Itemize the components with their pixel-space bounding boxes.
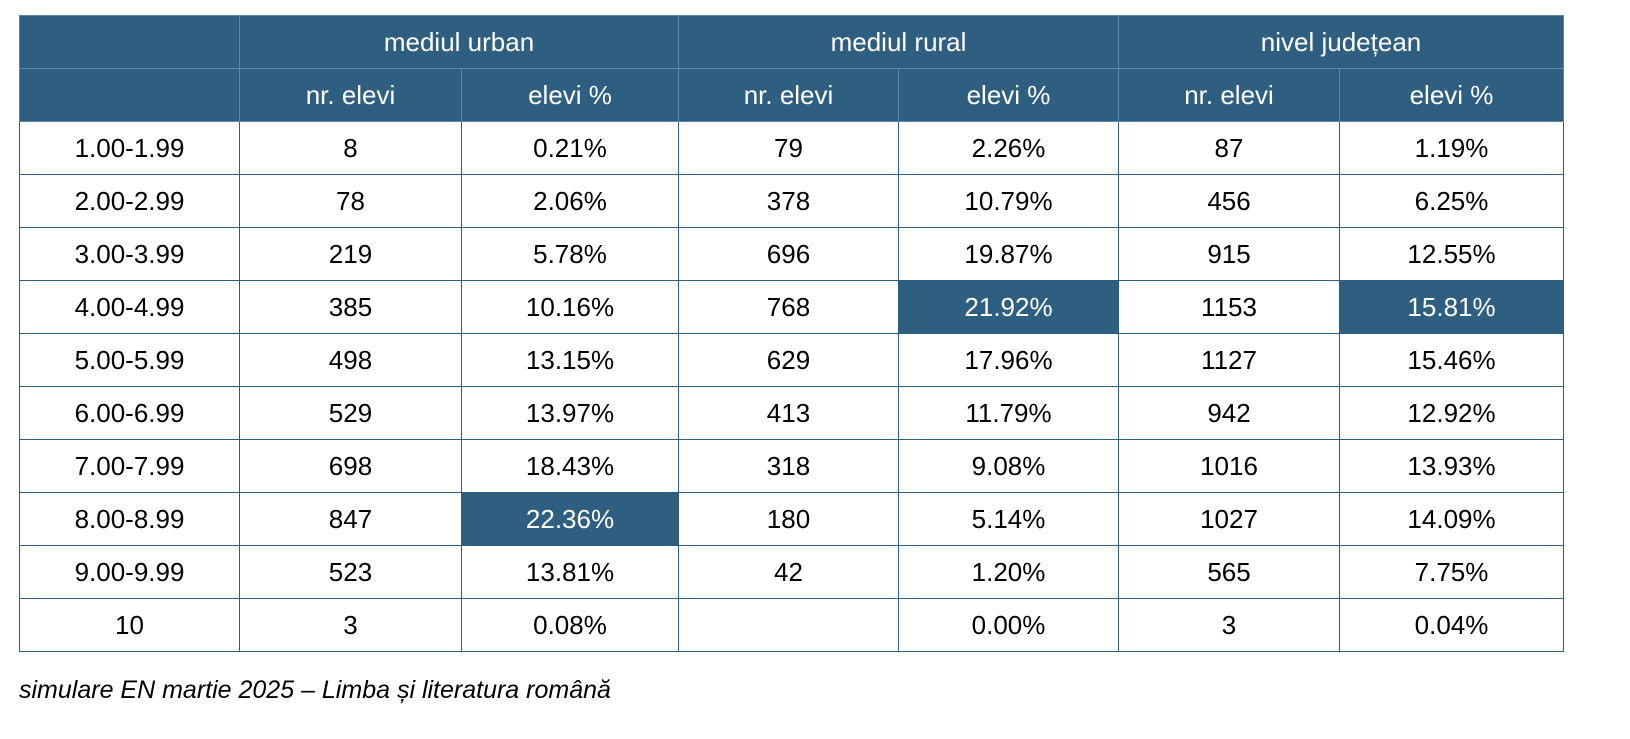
table-row: 10 3 0.08% 0.00% 3 0.04%	[19, 598, 1565, 652]
group-header-county: nivel județean	[1118, 15, 1565, 69]
student-count-cell: 529	[239, 386, 462, 440]
table-body: 1.00-1.99 8 0.21% 79 2.26% 87 1.19% 2.00-2.99 78…	[19, 121, 1565, 652]
student-percent-cell: 1.19%	[1339, 121, 1565, 175]
student-count-cell: 915	[1118, 227, 1341, 281]
corner-cell	[19, 68, 240, 122]
student-count-cell: 385	[239, 280, 462, 334]
student-percent-cell: 2.26%	[897, 121, 1120, 175]
sub-header: nr. elevi	[1118, 68, 1341, 122]
student-percent-cell: 7.75%	[1339, 545, 1565, 599]
student-count-cell: 318	[678, 439, 899, 493]
sub-header: elevi %	[461, 68, 679, 122]
student-count-cell: 413	[678, 386, 899, 440]
grade-range-cell: 8.00-8.99	[19, 492, 240, 546]
student-count-cell: 8	[239, 121, 462, 175]
corner-cell	[19, 15, 240, 69]
student-count-cell: 696	[678, 227, 899, 281]
results-table: mediul urban mediul rural nivel județean…	[19, 15, 1565, 652]
table-row: 6.00-6.99 529 13.97% 413 11.79% 942 12.92%	[19, 386, 1565, 440]
grade-range-cell: 5.00-5.99	[19, 333, 240, 387]
student-count-cell: 3	[1118, 598, 1341, 652]
student-percent-cell: 21.92%	[897, 280, 1120, 334]
student-count-cell	[678, 598, 899, 652]
student-percent-cell: 13.97%	[461, 386, 679, 440]
student-percent-cell: 22.36%	[461, 492, 679, 546]
student-count-cell: 1127	[1118, 333, 1341, 387]
student-percent-cell: 0.04%	[1339, 598, 1565, 652]
student-count-cell: 42	[678, 545, 899, 599]
sub-header: nr. elevi	[678, 68, 899, 122]
grade-range-cell: 10	[19, 598, 240, 652]
student-count-cell: 87	[1118, 121, 1341, 175]
student-percent-cell: 10.79%	[897, 174, 1120, 228]
student-percent-cell: 0.00%	[897, 598, 1120, 652]
grade-range-cell: 1.00-1.99	[19, 121, 240, 175]
table-row: 3.00-3.99 219 5.78% 696 19.87% 915 12.55%	[19, 227, 1565, 281]
student-count-cell: 1016	[1118, 439, 1341, 493]
sub-header: elevi %	[1339, 68, 1565, 122]
student-count-cell: 565	[1118, 545, 1341, 599]
group-header-urban: mediul urban	[239, 15, 679, 69]
student-percent-cell: 10.16%	[461, 280, 679, 334]
sub-header-row: nr. elevi elevi % nr. elevi elevi % nr. …	[19, 68, 1565, 122]
student-count-cell: 498	[239, 333, 462, 387]
student-percent-cell: 2.06%	[461, 174, 679, 228]
student-count-cell: 180	[678, 492, 899, 546]
student-count-cell: 219	[239, 227, 462, 281]
table-row: 8.00-8.99 847 22.36% 180 5.14% 1027 14.09%	[19, 492, 1565, 546]
student-percent-cell: 15.81%	[1339, 280, 1565, 334]
student-count-cell: 1027	[1118, 492, 1341, 546]
student-percent-cell: 5.78%	[461, 227, 679, 281]
grade-range-cell: 7.00-7.99	[19, 439, 240, 493]
group-header-row: mediul urban mediul rural nivel județean	[19, 15, 1565, 69]
student-percent-cell: 14.09%	[1339, 492, 1565, 546]
student-percent-cell: 12.92%	[1339, 386, 1565, 440]
student-percent-cell: 17.96%	[897, 333, 1120, 387]
student-percent-cell: 13.81%	[461, 545, 679, 599]
student-percent-cell: 6.25%	[1339, 174, 1565, 228]
table-row: 5.00-5.99 498 13.15% 629 17.96% 1127 15.46%	[19, 333, 1565, 387]
table-caption: simulare EN martie 2025 – Limba și liter…	[19, 676, 611, 704]
student-count-cell: 1153	[1118, 280, 1341, 334]
table-row: 4.00-4.99 385 10.16% 768 21.92% 1153 15.81%	[19, 280, 1565, 334]
student-count-cell: 942	[1118, 386, 1341, 440]
grade-range-cell: 2.00-2.99	[19, 174, 240, 228]
sub-header: elevi %	[897, 68, 1120, 122]
student-count-cell: 523	[239, 545, 462, 599]
group-header-rural: mediul rural	[677, 15, 1120, 69]
student-percent-cell: 19.87%	[897, 227, 1120, 281]
grade-range-cell: 4.00-4.99	[19, 280, 240, 334]
student-count-cell: 847	[239, 492, 462, 546]
grade-range-cell: 3.00-3.99	[19, 227, 240, 281]
grade-range-cell: 9.00-9.99	[19, 545, 240, 599]
table-row: 7.00-7.99 698 18.43% 318 9.08% 1016 13.93%	[19, 439, 1565, 493]
student-percent-cell: 15.46%	[1339, 333, 1565, 387]
student-percent-cell: 0.08%	[461, 598, 679, 652]
student-percent-cell: 11.79%	[897, 386, 1120, 440]
student-count-cell: 768	[678, 280, 899, 334]
student-count-cell: 79	[678, 121, 899, 175]
student-count-cell: 456	[1118, 174, 1341, 228]
student-percent-cell: 13.93%	[1339, 439, 1565, 493]
table-row: 1.00-1.99 8 0.21% 79 2.26% 87 1.19%	[19, 121, 1565, 175]
student-count-cell: 78	[239, 174, 462, 228]
sub-header: nr. elevi	[239, 68, 462, 122]
student-percent-cell: 9.08%	[897, 439, 1120, 493]
student-count-cell: 378	[678, 174, 899, 228]
student-percent-cell: 0.21%	[461, 121, 679, 175]
student-percent-cell: 1.20%	[897, 545, 1120, 599]
student-count-cell: 3	[239, 598, 462, 652]
table-row: 9.00-9.99 523 13.81% 42 1.20% 565 7.75%	[19, 545, 1565, 599]
grade-range-cell: 6.00-6.99	[19, 386, 240, 440]
table-row: 2.00-2.99 78 2.06% 378 10.79% 456 6.25%	[19, 174, 1565, 228]
student-percent-cell: 13.15%	[461, 333, 679, 387]
student-percent-cell: 12.55%	[1339, 227, 1565, 281]
student-percent-cell: 18.43%	[461, 439, 679, 493]
student-count-cell: 698	[239, 439, 462, 493]
student-percent-cell: 5.14%	[897, 492, 1120, 546]
student-count-cell: 629	[678, 333, 899, 387]
